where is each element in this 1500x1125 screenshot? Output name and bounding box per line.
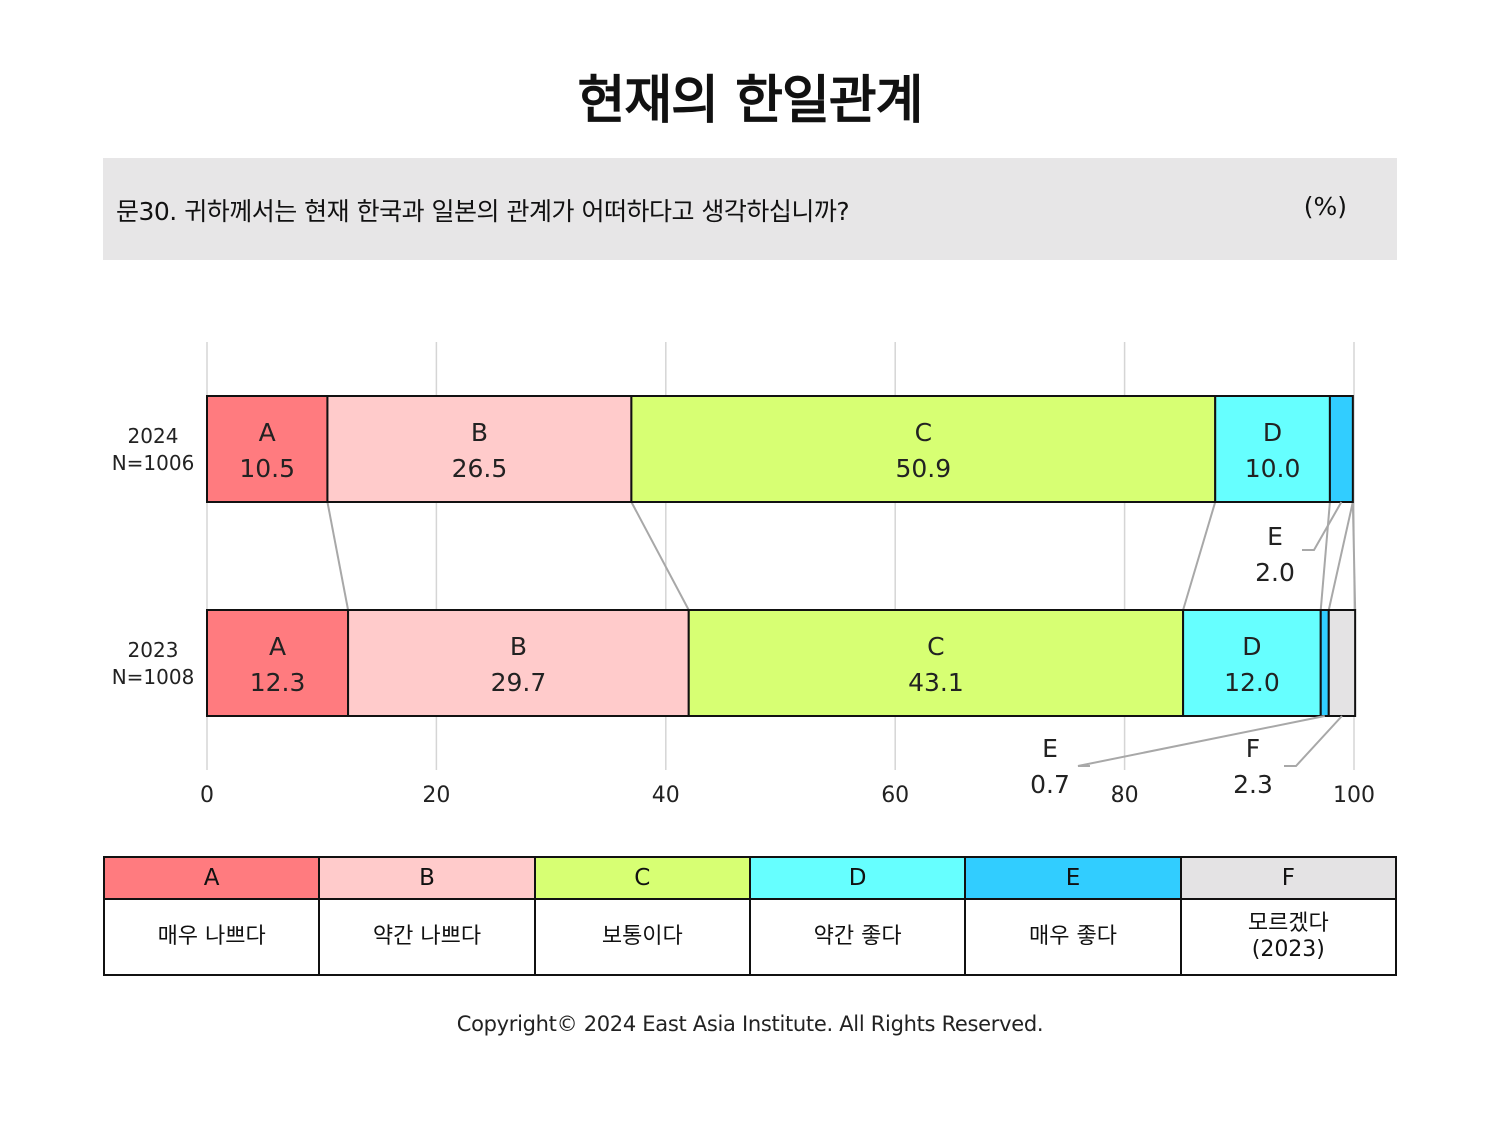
- bar-D-1: [1182, 609, 1322, 717]
- bar-series-label-B-1: B: [510, 632, 527, 661]
- callout-line-E-0: [1302, 501, 1343, 551]
- legend-key-C: C: [533, 856, 751, 900]
- copyright-text: Copyright© 2024 East Asia Institute. All…: [456, 1012, 1044, 1036]
- chart-title: 현재의 한일관계: [577, 71, 924, 131]
- bar-series-label-B-0: B: [471, 418, 488, 447]
- callout-value-label-E-0: 2.0: [1255, 558, 1295, 587]
- bar-C-0: [630, 395, 1217, 503]
- category-label-0-1: N=1006: [112, 451, 195, 475]
- bar-value-label-A-0: 10.5: [239, 454, 295, 483]
- bar-series-label-D-0: D: [1263, 418, 1282, 447]
- x-tick-label-40: 40: [652, 783, 680, 808]
- bar-F-1: [1327, 609, 1357, 717]
- bar-value-label-C-1: 43.1: [908, 668, 964, 697]
- callout-value-label-F-1: 2.3: [1233, 770, 1273, 799]
- x-tick-label-80: 80: [1111, 783, 1139, 808]
- bar-B-0: [326, 395, 633, 503]
- legend-label-A: 매우 나쁘다: [102, 898, 321, 976]
- bar-value-label-C-0: 50.9: [895, 454, 951, 483]
- bar-E-0: [1328, 395, 1354, 503]
- legend-key-E: E: [964, 856, 1182, 900]
- legend-label-B: 약간 나쁘다: [318, 898, 536, 976]
- callout-series-label-E-1: E: [1042, 734, 1058, 763]
- callout-line-E-1: [1077, 715, 1325, 767]
- legend-key-D: D: [748, 856, 967, 900]
- legend-label-D: 약간 좋다: [748, 898, 967, 976]
- bar-B-1: [347, 609, 690, 717]
- category-label-1-0: 2023: [128, 638, 179, 662]
- connector-line-C: [1182, 501, 1217, 611]
- bar-value-label-B-0: 26.5: [452, 454, 508, 483]
- question-box: 문30. 귀하께서는 현재 한국과 일본의 관계가 어떠하다고 생각하십니까? …: [103, 158, 1397, 260]
- callout-series-label-F-1: F: [1246, 734, 1260, 763]
- x-tick-label-60: 60: [881, 783, 909, 808]
- connector-line-D: [1319, 501, 1331, 611]
- callout-series-label-E-0: E: [1267, 522, 1283, 551]
- question-text: 문30. 귀하께서는 현재 한국과 일본의 관계가 어떠하다고 생각하십니까?: [116, 197, 850, 226]
- bar-series-label-C-1: C: [927, 632, 944, 661]
- bar-series-label-A-1: A: [269, 632, 286, 661]
- legend-key-B: B: [318, 856, 536, 900]
- bar-series-label-A-0: A: [259, 418, 276, 447]
- legend-label-row: 매우 나쁘다 약간 나쁘다 보통이다 약간 좋다 매우 좋다 모르겠다 (2023): [102, 898, 1398, 976]
- legend-label-F: 모르겠다 (2023): [1179, 898, 1398, 976]
- callout-line-F-1: [1284, 715, 1343, 767]
- connector-line-A: [326, 501, 350, 611]
- connector-line-E: [1327, 501, 1354, 611]
- legend-label-C: 보통이다: [533, 898, 751, 976]
- bar-value-label-D-0: 10.0: [1245, 454, 1301, 483]
- connector-line-B: [630, 501, 690, 611]
- bar-C-1: [687, 609, 1185, 717]
- legend-key-F: F: [1179, 856, 1398, 900]
- bar-value-label-A-1: 12.3: [250, 668, 306, 697]
- bar-series-label-C-0: C: [915, 418, 932, 447]
- x-tick-label-0: 0: [200, 783, 214, 808]
- bar-value-label-D-1: 12.0: [1224, 668, 1280, 697]
- legend-label-E: 매우 좋다: [964, 898, 1182, 976]
- bar-A-1: [206, 609, 350, 717]
- bar-value-label-B-1: 29.7: [491, 668, 547, 697]
- unit-label: (%): [1303, 192, 1347, 221]
- x-tick-label-100: 100: [1333, 783, 1375, 808]
- connector-line-F: [1351, 501, 1357, 611]
- stacked-bar-chart: 0 20 40 60 80 100 2024 N=1006 2023 N=1008 A 10.5 B 26…: [112, 342, 1375, 808]
- category-label-0-0: 2024: [128, 424, 179, 448]
- bar-E-1: [1319, 609, 1330, 717]
- bar-A-0: [206, 395, 329, 503]
- callout-value-label-E-1: 0.7: [1030, 770, 1070, 799]
- x-tick-label-20: 20: [422, 783, 450, 808]
- bar-D-0: [1214, 395, 1331, 503]
- bar-series-label-D-1: D: [1242, 632, 1261, 661]
- category-label-1-1: N=1008: [112, 665, 195, 689]
- legend-key-A: A: [102, 856, 321, 900]
